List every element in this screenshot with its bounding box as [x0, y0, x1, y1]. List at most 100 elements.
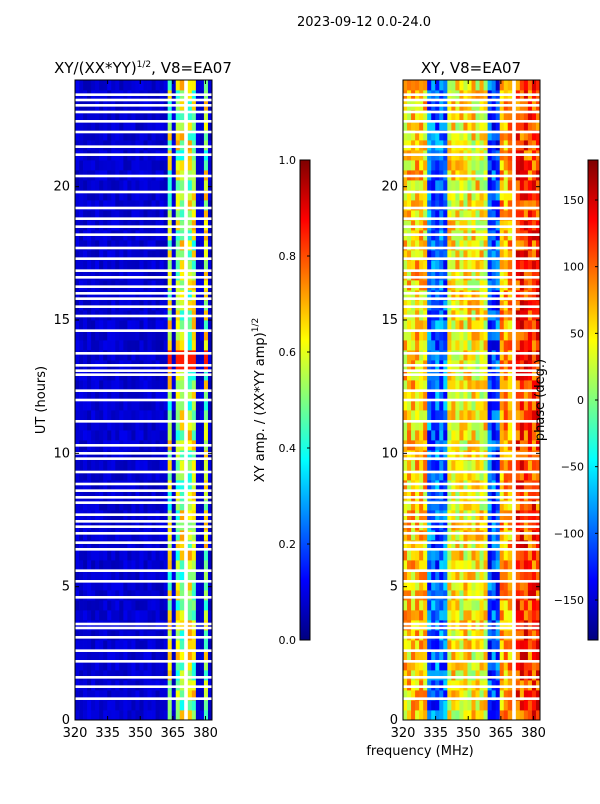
- heat-cell: [163, 250, 169, 261]
- heat-cell: [519, 260, 525, 271]
- heat-cell: [435, 210, 440, 221]
- heat-cell: [87, 280, 92, 291]
- flagged-time-gap: [403, 305, 540, 308]
- heat-cell: [159, 80, 165, 91]
- heat-cell: [463, 110, 468, 121]
- heat-cell: [475, 670, 480, 681]
- heat-cell: [131, 500, 136, 511]
- heat-cell: [83, 260, 88, 271]
- heat-cell: [115, 210, 120, 221]
- heat-cell: [411, 400, 416, 411]
- heat-cell: [87, 610, 92, 621]
- heat-cell: [147, 670, 152, 681]
- flagged-time-gap: [403, 153, 540, 156]
- heat-cell: [467, 640, 472, 651]
- heat-cell: [411, 520, 416, 531]
- heat-cell: [79, 390, 84, 401]
- heat-cell: [163, 190, 169, 201]
- heat-cell: [95, 330, 100, 341]
- heat-cell: [187, 610, 193, 621]
- heat-cell: [411, 130, 416, 141]
- heat-cell: [495, 140, 501, 151]
- heat-cell: [507, 430, 513, 441]
- amp-colorbar-label: XY amp. / (XX*YY amp)1/2: [251, 318, 268, 482]
- heat-cell: [143, 140, 148, 151]
- heat-cell: [435, 650, 440, 661]
- heat-cell: [515, 270, 521, 281]
- heat-cell: [191, 190, 197, 201]
- heat-cell: [143, 270, 148, 281]
- heat-cell: [159, 240, 165, 251]
- heat-cell: [135, 500, 140, 511]
- heat-cell: [467, 280, 472, 291]
- heat-cell: [111, 460, 116, 471]
- heat-cell: [127, 220, 132, 231]
- heat-cell: [207, 450, 212, 461]
- heat-cell: [111, 290, 116, 301]
- heat-cell: [495, 450, 501, 461]
- heat-cell: [531, 430, 537, 441]
- heat-cell: [471, 450, 476, 461]
- heat-cell: [143, 660, 148, 671]
- heat-cell: [459, 300, 464, 311]
- heat-cell: [439, 530, 444, 541]
- heat-cell: [155, 650, 161, 661]
- heat-cell: [127, 350, 132, 361]
- heat-cell: [135, 110, 140, 121]
- heat-cell: [531, 450, 537, 461]
- heat-cell: [115, 320, 120, 331]
- heat-cell: [475, 680, 480, 691]
- flagged-time-gap: [75, 660, 212, 663]
- heat-cell: [191, 250, 197, 261]
- flagged-time-gap: [75, 110, 212, 114]
- heat-cell: [95, 580, 100, 591]
- heat-cell: [435, 260, 440, 271]
- heat-cell: [135, 300, 140, 311]
- heat-cell: [107, 690, 112, 701]
- heat-cell: [99, 250, 104, 261]
- heat-cell: [83, 390, 88, 401]
- heat-cell: [155, 500, 161, 511]
- heat-cell: [127, 580, 132, 591]
- flagged-time-gap: [403, 420, 540, 423]
- heat-cell: [151, 420, 156, 431]
- heat-cell: [191, 600, 197, 611]
- heat-cell: [139, 250, 144, 261]
- heat-cell: [111, 350, 116, 361]
- heat-cell: [439, 590, 444, 601]
- heat-cell: [439, 570, 444, 581]
- heat-cell: [91, 220, 96, 231]
- heat-cell: [171, 420, 177, 431]
- heat-cell: [487, 650, 493, 661]
- heat-cell: [191, 130, 197, 141]
- heat-cell: [439, 670, 444, 681]
- heat-cell: [159, 340, 165, 351]
- heat-cell: [451, 560, 456, 571]
- heat-cell: [155, 550, 161, 561]
- heat-cell: [143, 130, 148, 141]
- heat-cell: [171, 530, 177, 541]
- heat-cell: [415, 610, 420, 621]
- heat-cell: [135, 490, 140, 501]
- heat-cell: [111, 710, 116, 720]
- heat-cell: [175, 400, 181, 411]
- flagged-time-gap: [75, 513, 212, 516]
- heat-cell: [135, 140, 140, 151]
- heat-cell: [91, 330, 96, 341]
- heat-cell: [171, 130, 177, 141]
- heat-cell: [455, 380, 460, 391]
- heat-cell: [95, 590, 100, 601]
- heat-cell: [439, 390, 444, 401]
- heat-cell: [423, 220, 428, 231]
- heat-cell: [491, 130, 497, 141]
- heat-cell: [451, 380, 456, 391]
- heat-cell: [515, 340, 521, 351]
- heat-cell: [123, 390, 128, 401]
- heat-cell: [123, 570, 128, 581]
- heat-cell: [167, 520, 173, 531]
- heat-cell: [487, 590, 493, 601]
- heat-cell: [507, 550, 513, 561]
- heat-cell: [467, 580, 472, 591]
- heat-cell: [443, 400, 448, 411]
- flagged-time-gap: [75, 541, 212, 544]
